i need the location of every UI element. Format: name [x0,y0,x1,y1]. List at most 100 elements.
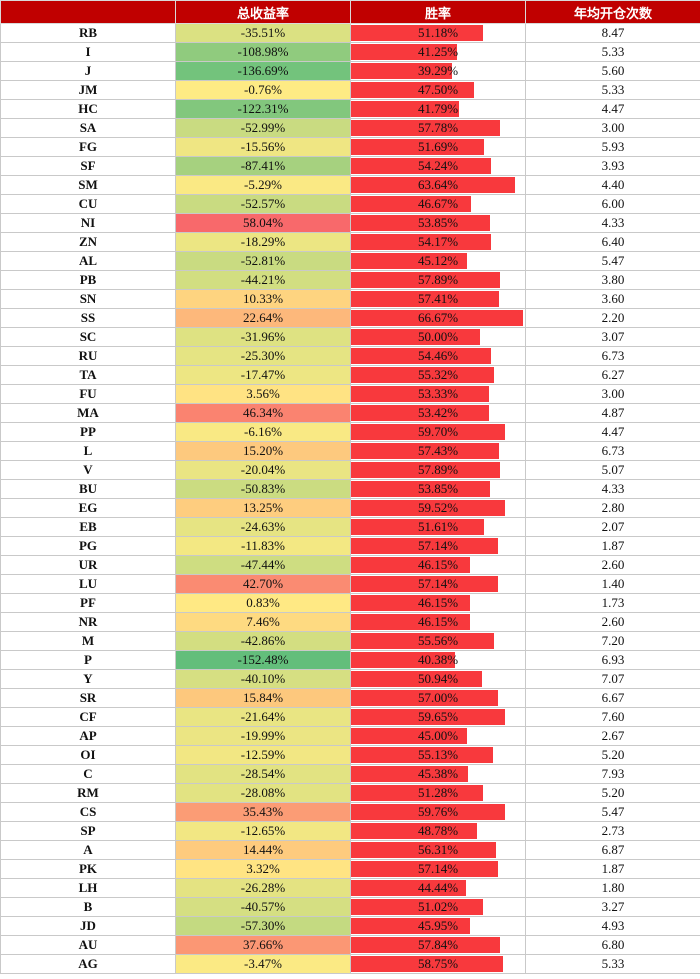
total-return-cell: 13.25% [175,498,351,518]
win-rate-value: 55.56% [417,633,459,648]
win-rate-value: 57.89% [417,272,459,287]
win-rate-bar [351,557,470,573]
opens-per-year-cell: 7.93 [525,764,700,784]
total-return-cell: -20.04% [175,460,351,480]
symbol-cell: AG [0,954,176,974]
symbol-cell: SN [0,289,176,309]
win-rate-cell: 57.14% [350,536,526,556]
total-return-cell: 14.44% [175,840,351,860]
symbol-cell: AU [0,935,176,955]
table-row: L 15.20% 57.43% 6.73 [0,441,700,461]
total-return-cell: -52.81% [175,251,351,271]
win-rate-cell: 51.28% [350,783,526,803]
win-rate-bar [351,709,505,725]
table-row: SS 22.64% 66.67% 2.20 [0,308,700,328]
win-rate-bar [351,633,494,649]
win-rate-value: 54.46% [417,348,459,363]
symbol-cell: FU [0,384,176,404]
table-row: PK 3.32% 57.14% 1.87 [0,859,700,879]
opens-per-year-cell: 4.93 [525,916,700,936]
opens-per-year-cell: 1.40 [525,574,700,594]
win-rate-bar [351,823,477,839]
total-return-cell: 42.70% [175,574,351,594]
total-return-cell: -50.83% [175,479,351,499]
table-row: PP -6.16% 59.70% 4.47 [0,422,700,442]
win-rate-cell: 44.44% [350,878,526,898]
total-return-cell: -52.57% [175,194,351,214]
win-rate-value: 40.38% [417,652,459,667]
win-rate-cell: 53.85% [350,213,526,233]
symbol-cell: J [0,61,176,81]
table-row: CS 35.43% 59.76% 5.47 [0,802,700,822]
total-return-cell: -5.29% [175,175,351,195]
table-row: CF -21.64% 59.65% 7.60 [0,707,700,727]
table-row: C -28.54% 45.38% 7.93 [0,764,700,784]
win-rate-value: 53.85% [417,481,459,496]
opens-per-year-cell: 3.07 [525,327,700,347]
win-rate-cell: 58.75% [350,954,526,974]
win-rate-value: 57.14% [417,576,459,591]
win-rate-bar [351,481,490,497]
opens-per-year-cell: 6.80 [525,935,700,955]
symbol-cell: AP [0,726,176,746]
symbol-cell: CS [0,802,176,822]
table-row: AL -52.81% 45.12% 5.47 [0,251,700,271]
win-rate-bar [351,785,483,801]
table-row: OI -12.59% 55.13% 5.20 [0,745,700,765]
symbol-cell: RB [0,23,176,43]
opens-per-year-cell: 3.80 [525,270,700,290]
win-rate-value: 50.00% [417,329,459,344]
total-return-cell: -52.99% [175,118,351,138]
header-opens-per-year: 年均开仓次数 [525,0,700,24]
win-rate-bar [351,234,491,250]
opens-per-year-cell: 6.27 [525,365,700,385]
symbol-cell: ZN [0,232,176,252]
opens-per-year-cell: 4.87 [525,403,700,423]
win-rate-value: 57.43% [417,443,459,458]
win-rate-bar [351,272,500,288]
table-row: I -108.98% 41.25% 5.33 [0,42,700,62]
total-return-cell: 15.84% [175,688,351,708]
table-row: SP -12.65% 48.78% 2.73 [0,821,700,841]
win-rate-cell: 59.70% [350,422,526,442]
win-rate-value: 59.52% [417,500,459,515]
win-rate-cell: 45.12% [350,251,526,271]
total-return-cell: -17.47% [175,365,351,385]
win-rate-bar [351,576,498,592]
table-row: BU -50.83% 53.85% 4.33 [0,479,700,499]
total-return-cell: -26.28% [175,878,351,898]
symbol-cell: PP [0,422,176,442]
total-return-cell: -3.47% [175,954,351,974]
win-rate-bar [351,861,498,877]
symbol-cell: I [0,42,176,62]
total-return-cell: -44.21% [175,270,351,290]
total-return-cell: -19.99% [175,726,351,746]
header-symbol [0,0,176,24]
win-rate-cell: 45.00% [350,726,526,746]
opens-per-year-cell: 1.80 [525,878,700,898]
win-rate-bar [351,196,471,212]
win-rate-value: 57.78% [417,120,459,135]
opens-per-year-cell: 5.60 [525,61,700,81]
table-row: RB -35.51% 51.18% 8.47 [0,23,700,43]
opens-per-year-cell: 6.73 [525,441,700,461]
total-return-cell: -15.56% [175,137,351,157]
opens-per-year-cell: 5.20 [525,745,700,765]
win-rate-value: 66.67% [417,310,459,325]
opens-per-year-cell: 6.73 [525,346,700,366]
opens-per-year-cell: 4.33 [525,479,700,499]
symbol-cell: HC [0,99,176,119]
total-return-cell: -35.51% [175,23,351,43]
total-return-cell: -25.30% [175,346,351,366]
win-rate-cell: 46.15% [350,593,526,613]
header-win-rate: 胜率 [350,0,526,24]
total-return-cell: 22.64% [175,308,351,328]
table-row: V -20.04% 57.89% 5.07 [0,460,700,480]
symbol-cell: SR [0,688,176,708]
win-rate-value: 54.24% [417,158,459,173]
total-return-cell: -6.16% [175,422,351,442]
win-rate-cell: 57.41% [350,289,526,309]
symbol-cell: NI [0,213,176,233]
win-rate-bar [351,443,499,459]
